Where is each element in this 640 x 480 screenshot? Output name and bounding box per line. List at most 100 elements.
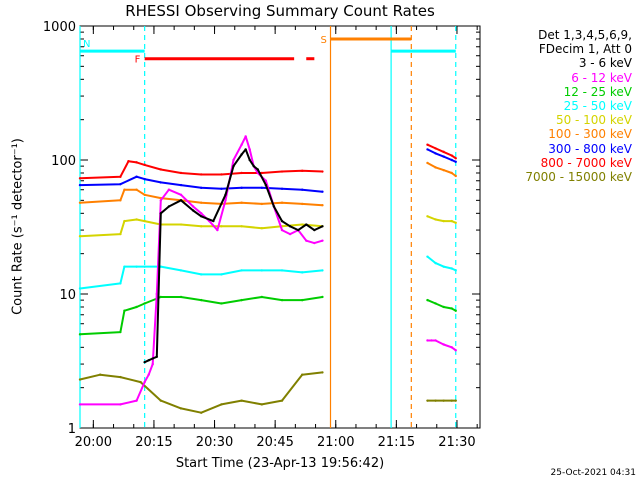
- legend: Det 1,3,4,5,6,9, FDecim 1, Att 0 3 - 6 k…: [525, 28, 632, 184]
- legend-entry: 300 - 800 keV: [548, 141, 632, 156]
- data-point: [454, 309, 457, 312]
- data-point: [434, 218, 437, 221]
- data-point: [78, 378, 82, 381]
- data-point: [280, 219, 284, 223]
- data-point: [119, 330, 122, 334]
- data-point: [123, 219, 126, 223]
- data-point: [123, 265, 126, 268]
- data-point: [135, 218, 138, 221]
- data-point: [151, 357, 154, 360]
- data-point: [248, 148, 251, 151]
- data-point: [224, 193, 227, 196]
- data-point: [240, 298, 243, 302]
- data-point: [442, 343, 445, 346]
- data-point: [78, 403, 82, 406]
- data-point: [301, 298, 304, 302]
- data-point: [240, 171, 243, 175]
- data-point: [143, 302, 146, 305]
- legend-entry: 25 - 50 keV: [563, 99, 632, 114]
- data-point: [426, 298, 429, 302]
- data-point: [321, 295, 324, 299]
- data-point: [280, 269, 284, 272]
- data-point: [135, 305, 138, 309]
- data-point: [264, 183, 268, 187]
- data-point: [450, 158, 453, 162]
- data-point: [155, 292, 158, 296]
- flag-label: N: [83, 39, 90, 50]
- data-point: [244, 148, 247, 151]
- data-point: [280, 298, 284, 302]
- data-point: [434, 261, 437, 265]
- data-point: [434, 147, 437, 150]
- data-point: [240, 143, 243, 146]
- data-point: [179, 407, 183, 410]
- data-point: [216, 228, 219, 232]
- data-point: [119, 175, 122, 178]
- x-tick-label: 20:45: [256, 435, 293, 450]
- data-point: [321, 239, 324, 242]
- x-tick-label: 21:00: [317, 435, 354, 450]
- data-point: [135, 265, 138, 268]
- data-point: [252, 164, 255, 168]
- data-point: [430, 339, 433, 342]
- data-point: [135, 399, 138, 402]
- data-point: [450, 171, 453, 175]
- data-point: [321, 203, 324, 207]
- data-point: [434, 166, 437, 169]
- data-point: [143, 177, 146, 181]
- data-point: [167, 188, 171, 191]
- data-point: [139, 380, 142, 384]
- data-point: [135, 161, 138, 164]
- data-point: [288, 232, 292, 236]
- data-point: [454, 269, 457, 272]
- data-point: [442, 265, 445, 268]
- data-point: [200, 201, 203, 204]
- data-point: [123, 188, 126, 191]
- y-tick-label: 1: [68, 422, 76, 437]
- data-point: [179, 171, 183, 175]
- data-point: [78, 333, 82, 336]
- data-point: [454, 221, 457, 224]
- data-point: [244, 135, 247, 138]
- data-point: [240, 399, 243, 402]
- data-point: [305, 239, 308, 242]
- data-point: [143, 380, 146, 384]
- data-point: [313, 241, 316, 245]
- data-point: [119, 232, 122, 236]
- data-point: [232, 164, 235, 168]
- data-point: [127, 159, 130, 163]
- data-point: [321, 225, 324, 228]
- data-point: [200, 411, 203, 414]
- data-point: [78, 177, 82, 180]
- data-point: [280, 228, 284, 232]
- data-point: [240, 225, 243, 228]
- legend-entry: 50 - 100 keV: [555, 113, 632, 128]
- data-point: [454, 174, 457, 178]
- data-point: [119, 182, 122, 186]
- data-point: [123, 309, 126, 312]
- data-point: [143, 360, 146, 364]
- data-point: [442, 399, 445, 402]
- data-point: [135, 175, 138, 178]
- data-point: [321, 170, 324, 173]
- data-point: [179, 223, 183, 226]
- data-point: [212, 219, 215, 223]
- y-axis-label: Count Rate (s⁻¹ detector⁻¹): [10, 138, 26, 315]
- data-point: [78, 234, 82, 238]
- data-point: [301, 223, 304, 226]
- data-point: [260, 403, 264, 406]
- data-point: [167, 205, 171, 208]
- timestamp-footer: 25-Oct-2021 04:31: [550, 468, 636, 478]
- data-point: [288, 225, 292, 228]
- data-point: [143, 265, 146, 268]
- data-point: [426, 161, 429, 165]
- data-point: [119, 199, 122, 202]
- x-tick-label: 21:15: [378, 435, 415, 450]
- data-point: [179, 269, 183, 272]
- data-point: [296, 228, 300, 232]
- y-tick-label: 100: [51, 154, 76, 169]
- data-point: [450, 307, 453, 310]
- legend-entry: 800 - 7000 keV: [540, 155, 632, 170]
- data-point: [301, 169, 304, 173]
- series-line: [79, 371, 456, 414]
